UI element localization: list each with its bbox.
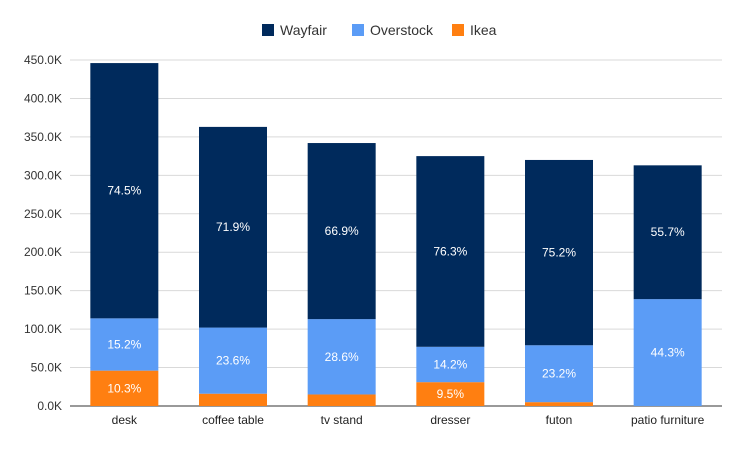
labels-layer: 10.3% 15.2% 74.5% desk 23.6% 71.9% coffee tabl… xyxy=(107,184,704,427)
x-tick-label: tv stand xyxy=(321,413,363,427)
bar-segment-wayfair xyxy=(199,126,267,328)
data-label: 71.9% xyxy=(216,220,250,234)
y-tick-label: 200.0K xyxy=(24,245,62,259)
data-label: 44.3% xyxy=(651,346,685,360)
x-tick-label: dresser xyxy=(430,413,470,427)
grid-layer: 0.0K 50.0K 100.0K 150.0K 200.0K 250.0K 300.0K 3… xyxy=(24,53,722,413)
bar-segment-overstock xyxy=(416,346,485,383)
y-tick-label: 100.0K xyxy=(24,322,62,336)
data-label: 74.5% xyxy=(107,184,141,198)
bar-segment-overstock xyxy=(199,327,267,394)
bar-segment-wayfair xyxy=(633,165,702,300)
y-tick-label: 450.0K xyxy=(24,53,62,67)
x-tick-label: patio furniture xyxy=(631,413,705,427)
data-label: 66.9% xyxy=(325,224,359,238)
bar-segment-ikea xyxy=(416,382,485,406)
bar-segment-ikea xyxy=(199,393,267,406)
legend-swatch-ikea xyxy=(452,24,464,36)
y-tick-label: 400.0K xyxy=(24,91,62,105)
y-tick-label: 50.0K xyxy=(31,361,62,375)
legend-swatch-wayfair xyxy=(262,24,274,36)
bar-segment-overstock xyxy=(307,319,376,395)
x-tick-label: desk xyxy=(112,413,138,427)
data-label: 23.2% xyxy=(542,367,576,381)
bar-segment-overstock xyxy=(90,318,159,371)
bar-segment-wayfair xyxy=(90,63,159,319)
y-tick-label: 150.0K xyxy=(24,284,62,298)
x-tick-label: coffee table xyxy=(202,413,264,427)
legend-label: Ikea xyxy=(470,22,497,38)
data-label: 76.3% xyxy=(433,244,467,258)
legend-label: Wayfair xyxy=(280,22,327,38)
bar-segment-wayfair xyxy=(525,159,593,346)
x-tick-label: futon xyxy=(546,413,573,427)
bars-layer xyxy=(90,63,702,406)
bar-segment-ikea xyxy=(525,402,593,406)
y-tick-label: 300.0K xyxy=(24,168,62,182)
bar-segment-wayfair xyxy=(416,156,485,347)
bar-segment-ikea xyxy=(307,394,376,406)
bar-segment-overstock xyxy=(525,345,593,403)
data-label: 9.5% xyxy=(437,387,465,401)
data-label: 15.2% xyxy=(107,337,141,351)
data-label: 14.2% xyxy=(433,357,467,371)
data-label: 23.6% xyxy=(216,354,250,368)
legend-swatch-overstock xyxy=(352,24,364,36)
data-label: 28.6% xyxy=(325,350,359,364)
data-label: 10.3% xyxy=(107,381,141,395)
bar-segment-wayfair xyxy=(307,143,376,320)
legend: Wayfair Overstock Ikea xyxy=(262,22,497,38)
bar-segment-ikea xyxy=(90,370,159,406)
legend-label: Overstock xyxy=(370,22,434,38)
y-tick-label: 0.0K xyxy=(37,399,62,413)
data-label: 75.2% xyxy=(542,246,576,260)
bar-segment-overstock xyxy=(633,299,702,406)
y-tick-label: 350.0K xyxy=(24,130,62,144)
data-label: 55.7% xyxy=(651,225,685,239)
y-tick-label: 250.0K xyxy=(24,207,62,221)
